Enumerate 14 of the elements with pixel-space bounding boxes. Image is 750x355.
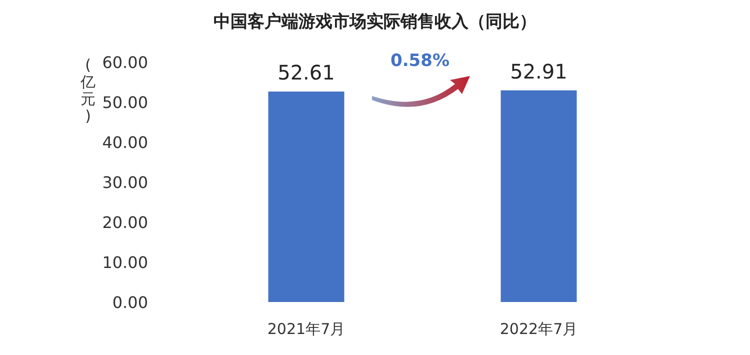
chart-title: 中国客户端游戏市场实际销售收入（同比） — [214, 12, 536, 32]
y-tick-label: 30.00 — [102, 173, 148, 192]
annotation: 0.58% — [390, 51, 450, 71]
data-label: 52.61 — [278, 60, 335, 85]
y-tick-label: 60.00 — [102, 53, 148, 72]
y-tick-label: 10.00 — [102, 253, 148, 272]
data-label: 52.91 — [510, 59, 568, 84]
y-tick-label: 40.00 — [102, 133, 148, 152]
y-tick-label: 0.00 — [112, 293, 148, 312]
x-tick-label: 2021年7月 — [267, 320, 346, 338]
y-tick-label: 20.00 — [102, 213, 148, 232]
y-tick-label: 50.00 — [102, 93, 148, 112]
x-tick-label: 2022年7月 — [500, 320, 578, 338]
y-axis-title: (亿元) — [80, 56, 96, 125]
